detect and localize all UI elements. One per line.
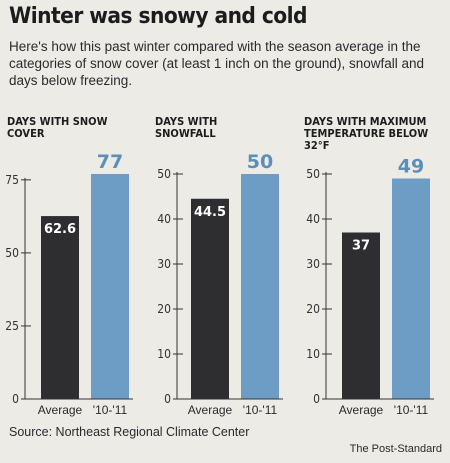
y-tick-label: 50 bbox=[5, 246, 19, 260]
panel-title: DAYS WITH SNOWFALL bbox=[155, 115, 218, 140]
chart-title: Winter was snowy and cold bbox=[9, 4, 308, 29]
panel-below-freezing: DAYS WITH MAXIMUM TEMPERATURE BELOW 32°F… bbox=[304, 116, 450, 434]
category-label: Average bbox=[38, 403, 83, 417]
y-tick-label: 0 bbox=[12, 392, 19, 406]
bar-chart-svg: 0 10 20 30 40 50 37 Average 49 '10-'11 bbox=[306, 156, 434, 417]
y-tick-label: 10 bbox=[157, 347, 171, 361]
bar-current-season bbox=[91, 174, 129, 399]
category-label: Average bbox=[188, 403, 233, 417]
y-tick-label: 50 bbox=[157, 167, 171, 181]
y-tick-label: 75 bbox=[5, 173, 19, 187]
bar-chart-svg: 0 10 20 30 40 50 44.5 Average 50 '10-'11 bbox=[157, 151, 283, 417]
panel-title: DAYS WITH SNOW COVER bbox=[7, 115, 108, 140]
category-label: '10-'11 bbox=[93, 403, 128, 417]
chart-subtitle: Here's how this past winter compared wit… bbox=[9, 39, 424, 88]
value-label: 50 bbox=[247, 151, 273, 173]
bar-chart-svg: 0 25 50 75 62.6 Average 77 '10-'11 bbox=[5, 151, 133, 417]
y-tick-label: 40 bbox=[157, 212, 171, 226]
value-label: 44.5 bbox=[194, 205, 226, 220]
panel-snowfall: DAYS WITH SNOWFALL 0 10 20 30 40 50 44.5 Averag… bbox=[155, 116, 303, 434]
source-note: Source: Northeast Regional Climate Cente… bbox=[9, 425, 250, 439]
y-tick-label: 30 bbox=[157, 257, 171, 271]
value-label: 77 bbox=[97, 151, 123, 173]
category-label: '10-'11 bbox=[243, 403, 278, 417]
panel-title: DAYS WITH MAXIMUM TEMPERATURE BELOW 32°F bbox=[304, 115, 429, 152]
bar-current-season bbox=[241, 174, 279, 399]
credit-note: The Post-Standard bbox=[349, 443, 442, 455]
y-tick-label: 0 bbox=[164, 392, 171, 406]
y-tick-label: 25 bbox=[5, 319, 19, 333]
y-tick-label: 30 bbox=[306, 257, 320, 271]
y-tick-label: 20 bbox=[157, 302, 171, 316]
bar-average bbox=[191, 198, 229, 399]
value-label: 37 bbox=[352, 239, 370, 254]
bar-current-season bbox=[392, 178, 430, 399]
value-label: 62.6 bbox=[44, 222, 76, 237]
category-label: Average bbox=[339, 403, 384, 417]
y-tick-label: 0 bbox=[313, 392, 320, 406]
bar-average bbox=[41, 216, 79, 399]
y-tick-label: 50 bbox=[306, 167, 320, 181]
value-label: 49 bbox=[398, 156, 424, 178]
panel-snow-cover: DAYS WITH SNOW COVER 0 25 50 75 62.6 Average 7… bbox=[5, 115, 155, 434]
y-tick-label: 10 bbox=[306, 347, 320, 361]
category-label: '10-'11 bbox=[394, 403, 429, 417]
bar-average bbox=[342, 232, 380, 399]
y-tick-label: 20 bbox=[306, 302, 320, 316]
y-tick-label: 40 bbox=[306, 212, 320, 226]
